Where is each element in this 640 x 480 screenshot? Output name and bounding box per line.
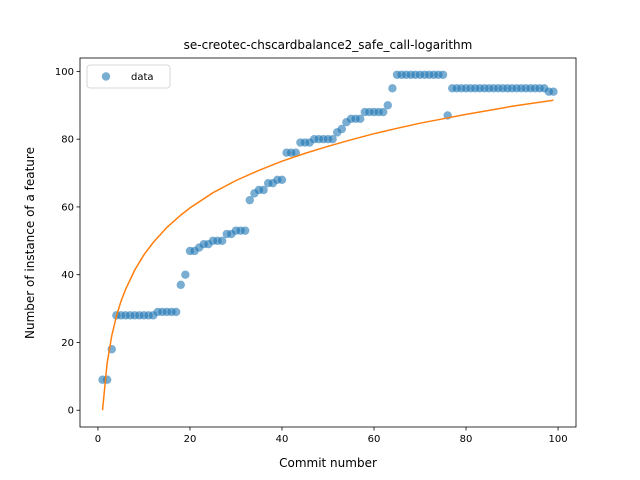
data-point: [356, 114, 365, 124]
x-axis-label: Commit number: [279, 456, 377, 470]
x-tick-label: 80: [460, 434, 473, 445]
data-point: [388, 84, 397, 93]
plot-area: [98, 70, 558, 411]
chart-title: se-creotec-chscardbalance2_safe_call-log…: [184, 38, 473, 52]
y-axis-label: Number of instance of a feature: [23, 147, 37, 339]
data-point: [328, 134, 337, 144]
y-tick-label: 0: [68, 406, 74, 417]
y-tick-label: 40: [61, 270, 74, 281]
data-point: [176, 280, 185, 290]
data-point: [217, 236, 227, 246]
data-point: [337, 124, 347, 134]
data-point: [181, 270, 190, 279]
data-point: [171, 307, 181, 317]
data-point: [240, 226, 250, 235]
axes-frame: [79, 57, 577, 428]
data-point: [259, 185, 268, 195]
x-tick-label: 40: [276, 434, 289, 445]
y-tick-label: 60: [61, 202, 74, 213]
data-point: [379, 107, 388, 117]
legend-box: [86, 64, 171, 89]
data-point: [438, 70, 448, 79]
x-tick-label: 100: [549, 434, 568, 445]
x-tick-label: 0: [95, 434, 101, 445]
y-tick-label: 80: [61, 135, 74, 146]
axes: 0 20 40 60 80 100 0 20 40 60 80 100: [55, 57, 577, 445]
data-point: [291, 148, 300, 157]
legend: data: [86, 64, 171, 89]
y-tick-label: 100: [55, 67, 74, 78]
legend-label: data: [131, 72, 154, 83]
data-point: [245, 195, 254, 205]
y-tick-label: 20: [61, 338, 74, 349]
data-point: [549, 87, 558, 96]
data-point: [277, 175, 287, 185]
x-tick-label: 20: [184, 434, 197, 445]
x-tick-label: 60: [368, 434, 381, 445]
fit-line: [101, 99, 554, 411]
legend-marker: [101, 72, 111, 81]
data-point: [383, 101, 393, 110]
data-point: [102, 375, 112, 384]
